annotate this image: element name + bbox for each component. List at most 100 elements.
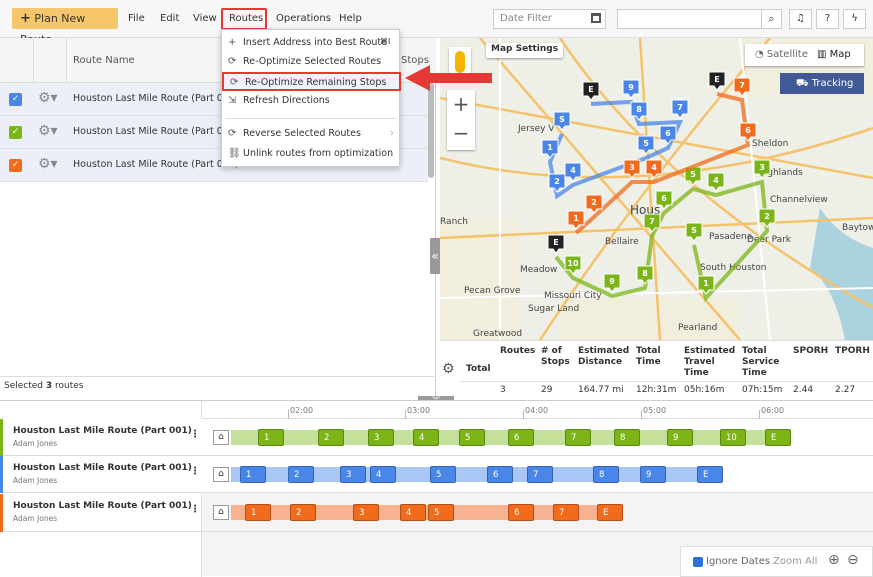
satellite-button[interactable]: ◔ Satellite xyxy=(755,49,808,60)
stop-marker[interactable] xyxy=(707,172,725,192)
row-checkbox[interactable]: ✓ xyxy=(9,159,22,172)
timeline-stop[interactable]: 3 xyxy=(340,466,366,483)
row-checkbox[interactable]: ✓ xyxy=(9,93,22,106)
timeline-stop[interactable]: 8 xyxy=(593,466,619,483)
stop-marker[interactable] xyxy=(622,79,640,99)
zoom-all-button[interactable]: Zoom All xyxy=(773,556,818,567)
menu-item[interactable]: Routes xyxy=(229,13,264,24)
timeline-stop[interactable]: 2 xyxy=(318,429,344,446)
summary-gear[interactable]: ⚙ xyxy=(442,361,455,377)
stop-marker[interactable] xyxy=(564,255,582,275)
timeline-stop[interactable]: 6 xyxy=(487,466,513,483)
row-menu[interactable]: ⋮ xyxy=(190,429,200,440)
row-menu[interactable]: ⋮ xyxy=(190,504,200,515)
dropdown-item[interactable]: ⟳ Re-Optimize Selected Routes xyxy=(222,53,401,72)
plan-button[interactable]: + Plan New Route xyxy=(12,8,118,46)
timeline-stop[interactable]: 1 xyxy=(258,429,284,446)
map-settings-button[interactable]: Map Settings xyxy=(486,43,564,58)
row-gear[interactable]: ⚙▾ xyxy=(38,90,58,106)
collapse-handle[interactable]: « xyxy=(430,238,440,274)
timeline-stop[interactable]: 1 xyxy=(240,466,266,483)
stop-marker[interactable] xyxy=(659,125,677,145)
menu-item[interactable]: Operations xyxy=(276,13,331,24)
stop-marker[interactable] xyxy=(739,122,757,142)
row-gear[interactable]: ⚙▾ xyxy=(38,156,58,172)
dropdown-item[interactable]: + Insert Address into Best Route ⌘I xyxy=(222,34,401,53)
timeline-stop[interactable]: E xyxy=(597,504,623,521)
menu-item[interactable]: File xyxy=(128,13,145,24)
bell-button[interactable]: ♫ xyxy=(789,9,812,29)
dropdown-item[interactable]: ⟳ Re-Optimize Remaining Stops xyxy=(222,72,401,91)
timeline-stop[interactable]: 1 xyxy=(245,504,271,521)
zoom-out[interactable]: − xyxy=(452,121,470,145)
timeline-zoom-out[interactable]: ⊖ xyxy=(847,552,859,568)
timeline-stop[interactable]: 7 xyxy=(527,466,553,483)
stop-marker[interactable] xyxy=(564,162,582,182)
stop-marker[interactable] xyxy=(547,234,565,254)
stop-marker[interactable] xyxy=(655,190,673,210)
stop-marker[interactable] xyxy=(758,208,776,228)
stop-marker[interactable] xyxy=(630,101,648,121)
menu-item[interactable]: Help xyxy=(339,13,362,24)
row-gear[interactable]: ⚙▾ xyxy=(38,123,58,139)
stop-marker[interactable] xyxy=(671,99,689,119)
dropdown-item[interactable]: ⟳ Reverse Selected Routes › xyxy=(222,125,401,144)
stop-marker[interactable] xyxy=(708,71,726,91)
stop-marker[interactable] xyxy=(553,111,571,131)
stop-marker[interactable] xyxy=(637,135,655,155)
stop-marker[interactable] xyxy=(585,194,603,214)
timeline-zoom-in[interactable]: ⊕ xyxy=(828,552,840,568)
timeline-stop[interactable]: 4 xyxy=(413,429,439,446)
timeline-stop[interactable]: 5 xyxy=(428,504,454,521)
help-button[interactable]: ? xyxy=(816,9,839,29)
tracking-button[interactable]: ⛟ Tracking xyxy=(780,73,864,94)
stop-marker[interactable] xyxy=(636,265,654,285)
row-menu[interactable]: ⋮ xyxy=(190,466,200,477)
zoom-in[interactable]: + xyxy=(452,92,470,116)
timeline-stop[interactable]: 4 xyxy=(370,466,396,483)
stop-marker[interactable] xyxy=(582,81,600,101)
stop-marker[interactable] xyxy=(603,273,621,293)
menu-item[interactable]: View xyxy=(193,13,217,24)
dropdown-item[interactable]: ⇲ Refresh Directions xyxy=(222,92,401,111)
timeline-stop[interactable]: 2 xyxy=(288,466,314,483)
timeline-stop[interactable]: 7 xyxy=(553,504,579,521)
timeline-stop[interactable]: 7 xyxy=(565,429,591,446)
timeline-stop[interactable]: 3 xyxy=(353,504,379,521)
stop-marker[interactable] xyxy=(645,159,663,179)
stop-marker[interactable] xyxy=(733,77,751,97)
stop-marker[interactable] xyxy=(541,139,559,159)
power-button[interactable]: ϟ xyxy=(843,9,866,29)
timeline-stop[interactable]: 9 xyxy=(640,466,666,483)
stop-label: E xyxy=(553,238,558,247)
map-button[interactable]: ▥ Map xyxy=(817,49,851,60)
timeline-stop[interactable]: 6 xyxy=(508,429,534,446)
ignore-dates-checkbox[interactable] xyxy=(693,557,703,567)
row-checkbox[interactable]: ✓ xyxy=(9,126,22,139)
stop-marker[interactable] xyxy=(623,159,641,179)
stop-marker[interactable] xyxy=(567,210,585,230)
stop-marker[interactable] xyxy=(753,159,771,179)
timeline-stop[interactable]: E xyxy=(765,429,791,446)
menu-item[interactable]: Edit xyxy=(160,13,180,24)
stop-marker[interactable] xyxy=(685,222,703,242)
road xyxy=(440,287,873,299)
date-filter[interactable]: Date Filter xyxy=(493,9,606,29)
timeline-stop[interactable]: 5 xyxy=(459,429,485,446)
timeline-stop[interactable]: 6 xyxy=(508,504,534,521)
road xyxy=(440,126,873,179)
stop-marker[interactable] xyxy=(684,166,702,186)
timeline-stop[interactable]: E xyxy=(697,466,723,483)
timeline-stop[interactable]: 3 xyxy=(368,429,394,446)
stop-marker[interactable] xyxy=(697,275,715,295)
timeline-stop[interactable]: 4 xyxy=(400,504,426,521)
timeline-stop[interactable]: 9 xyxy=(667,429,693,446)
dropdown-item[interactable]: ⛓ Unlink routes from optimization xyxy=(222,145,401,164)
timeline-stop[interactable]: 2 xyxy=(290,504,316,521)
pegman[interactable] xyxy=(449,47,471,77)
search-box[interactable]: ⌕ xyxy=(617,9,782,29)
timeline-stop[interactable]: 5 xyxy=(430,466,456,483)
timeline-stop[interactable]: 10 xyxy=(720,429,746,446)
timeline-stop[interactable]: 8 xyxy=(614,429,640,446)
stop-marker[interactable] xyxy=(643,213,661,233)
